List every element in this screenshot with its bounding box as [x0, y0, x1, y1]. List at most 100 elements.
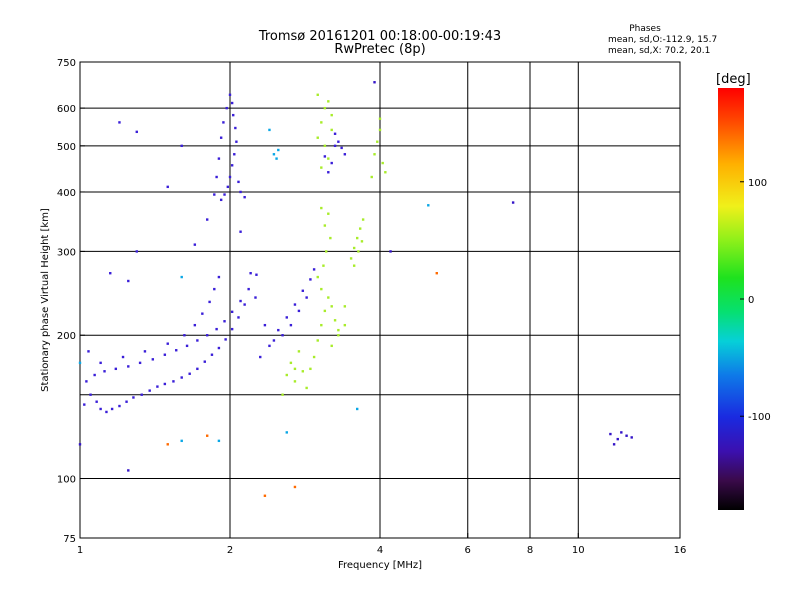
data-point	[172, 380, 175, 383]
data-point	[243, 195, 246, 199]
data-point	[223, 320, 226, 323]
data-point	[316, 136, 319, 139]
data-point	[219, 198, 223, 202]
data-point	[243, 303, 246, 306]
data-point	[305, 386, 308, 390]
data-point	[285, 316, 288, 319]
data-point	[293, 380, 297, 383]
data-point	[217, 275, 221, 279]
data-point	[105, 410, 108, 414]
data-point	[343, 153, 347, 156]
data-point	[263, 323, 267, 327]
data-point	[275, 157, 278, 160]
data-point	[320, 287, 323, 291]
data-point	[293, 367, 297, 371]
data-point	[151, 358, 155, 361]
data-point	[322, 264, 325, 267]
data-point	[309, 278, 312, 281]
data-point	[135, 250, 138, 253]
data-point	[156, 385, 159, 388]
data-point	[233, 153, 236, 156]
data-point	[309, 367, 312, 371]
data-point	[360, 240, 364, 243]
x-tick-label: 4	[377, 545, 383, 556]
data-point	[239, 190, 242, 194]
data-point	[357, 250, 360, 253]
data-point	[196, 367, 199, 371]
stats-x-mode: mean, sd,X: 70.2, 20.1	[608, 46, 710, 56]
data-point	[235, 140, 238, 143]
grid-lines	[80, 62, 680, 538]
data-point	[228, 175, 232, 179]
data-point	[201, 312, 204, 315]
data-point	[95, 400, 98, 403]
data-point	[118, 121, 121, 124]
data-point	[138, 361, 142, 365]
data-point	[234, 126, 237, 130]
data-point	[213, 193, 216, 196]
data-point	[277, 328, 280, 332]
data-point	[427, 204, 430, 207]
data-point	[312, 355, 316, 359]
data-point	[376, 140, 379, 143]
data-point	[293, 485, 297, 489]
data-point	[140, 393, 143, 396]
data-point	[320, 206, 323, 210]
data-point	[78, 361, 82, 365]
colorbar-label: [deg]	[716, 72, 751, 87]
data-point	[143, 350, 147, 353]
data-point	[93, 373, 96, 377]
data-point	[183, 334, 186, 337]
data-point	[281, 334, 284, 337]
data-point	[237, 180, 240, 184]
data-point	[132, 396, 135, 399]
data-point	[103, 370, 106, 373]
data-point	[230, 310, 234, 314]
x-tick-label: 6	[465, 545, 471, 556]
data-point	[166, 443, 169, 446]
data-point	[612, 443, 616, 446]
data-point	[337, 328, 340, 332]
x-axis-label: Frequency [MHz]	[338, 560, 422, 571]
data-point	[340, 146, 343, 150]
x-axis-ticks: 1 2 4 6 8 10 16	[77, 533, 686, 556]
data-point	[378, 128, 382, 132]
y-tick-label: 600	[57, 104, 76, 115]
data-point	[358, 227, 362, 230]
data-point	[281, 393, 284, 396]
data-point	[185, 344, 189, 348]
data-point	[316, 93, 319, 96]
data-point	[232, 113, 235, 117]
data-point	[272, 339, 276, 342]
data-point	[361, 218, 365, 221]
colorbar-tick-label: 100	[748, 178, 767, 189]
data-point	[208, 300, 211, 304]
data-point	[323, 144, 327, 148]
data-point	[163, 382, 167, 386]
data-point	[289, 361, 293, 365]
data-point	[289, 323, 293, 327]
data-point	[320, 166, 323, 169]
data-point	[230, 101, 234, 105]
data-point	[378, 117, 382, 120]
data-point	[297, 350, 301, 353]
y-tick-label: 750	[57, 58, 76, 69]
colorbar-ticks: 100 0 -100	[740, 178, 771, 423]
data-point	[110, 407, 114, 411]
data-point	[210, 353, 214, 356]
data-point	[205, 334, 209, 337]
data-point	[228, 93, 232, 96]
data-point	[327, 212, 330, 215]
y-axis-ticks: 75 100 200 300 400 500 600 750	[57, 58, 85, 545]
data-point	[272, 153, 276, 156]
data-point	[620, 431, 623, 434]
data-point	[305, 296, 308, 299]
data-points	[78, 81, 633, 497]
data-point	[166, 185, 169, 189]
data-point	[215, 175, 218, 179]
colorbar-tick-label: -100	[748, 412, 771, 423]
data-point	[121, 355, 125, 359]
data-point	[180, 275, 183, 279]
x-tick-label: 10	[572, 545, 585, 556]
data-point	[255, 273, 258, 276]
